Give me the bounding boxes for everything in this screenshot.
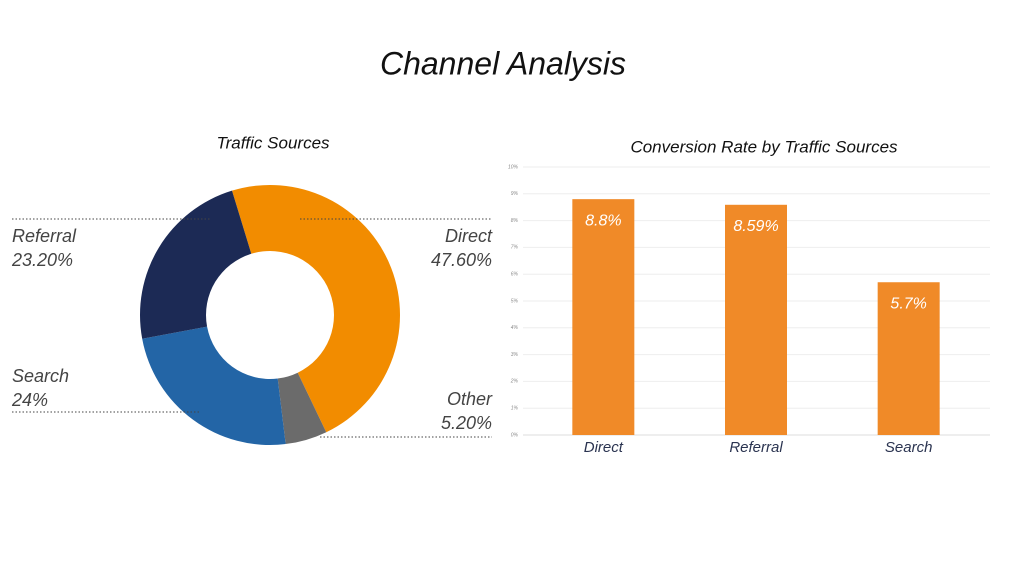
y-tick-label: 10% <box>508 164 519 170</box>
slice-label: Direct <box>445 226 493 246</box>
slice-value: 5.20% <box>441 413 492 433</box>
x-tick-label: Referral <box>729 439 783 456</box>
pie-title: Traffic Sources <box>216 133 330 152</box>
y-tick-label: 1% <box>511 406 519 412</box>
y-tick-label: 2% <box>510 379 519 385</box>
y-tick-label: 7% <box>511 245 519 251</box>
pie-slice <box>139 190 252 339</box>
x-tick-label: Search <box>885 439 933 456</box>
bar-title: Conversion Rate by Traffic Sources <box>630 137 898 156</box>
slice-value: 23.20% <box>11 250 73 270</box>
bar-value-label: 8.8% <box>585 212 621 229</box>
y-tick-label: 3% <box>511 352 519 358</box>
y-tick-label: 0% <box>511 432 519 438</box>
pie-slice <box>277 372 327 445</box>
y-tick-label: 5% <box>511 298 519 304</box>
slice-label: Referral <box>12 226 77 246</box>
bar <box>877 282 940 435</box>
y-tick-label: 9% <box>511 191 519 197</box>
bar <box>572 199 635 435</box>
pie-slice <box>231 184 401 433</box>
slice-label: Search <box>12 366 69 386</box>
bar-value-label: 8.59% <box>733 218 778 235</box>
slice-value: 24% <box>11 390 48 410</box>
y-tick-label: 4% <box>511 325 519 331</box>
y-tick-label: 6% <box>511 272 519 278</box>
slide-title: Channel Analysis <box>380 45 626 81</box>
slice-label: Other <box>447 389 493 409</box>
bar <box>725 204 787 435</box>
pie-slice <box>142 326 286 446</box>
bar-value-label: 5.7% <box>890 295 926 312</box>
x-tick-label: Direct <box>584 439 624 456</box>
slice-value: 47.60% <box>431 250 492 270</box>
y-tick-label: 8% <box>511 218 519 224</box>
